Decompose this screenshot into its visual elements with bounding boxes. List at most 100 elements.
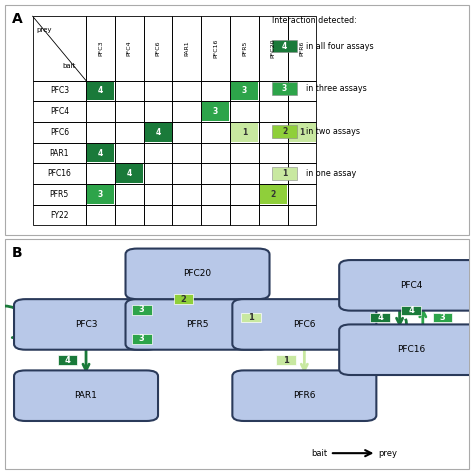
Text: FY22: FY22 xyxy=(50,210,69,219)
Text: 3: 3 xyxy=(213,107,218,116)
Bar xyxy=(288,81,317,101)
Bar xyxy=(33,101,86,122)
FancyBboxPatch shape xyxy=(126,248,270,299)
Bar xyxy=(86,143,115,164)
Bar xyxy=(230,205,259,226)
Bar xyxy=(115,101,144,122)
Bar xyxy=(33,205,86,226)
Bar xyxy=(144,101,173,122)
Bar xyxy=(201,122,230,143)
Bar xyxy=(259,81,288,101)
Bar xyxy=(288,143,317,164)
Text: 4: 4 xyxy=(64,356,70,365)
Text: bait: bait xyxy=(311,449,328,458)
Bar xyxy=(173,101,201,122)
Bar xyxy=(86,16,115,81)
Bar xyxy=(259,16,288,81)
FancyBboxPatch shape xyxy=(232,370,376,421)
Bar xyxy=(272,125,297,137)
Text: bait: bait xyxy=(62,64,76,70)
Bar xyxy=(174,294,193,304)
Text: PFC6: PFC6 xyxy=(293,320,316,329)
Bar xyxy=(231,82,258,100)
Text: B: B xyxy=(12,246,22,260)
Bar xyxy=(86,81,115,101)
Text: 1: 1 xyxy=(300,128,305,137)
Text: 1: 1 xyxy=(282,169,287,178)
Bar xyxy=(173,184,201,205)
Bar xyxy=(173,16,201,81)
Text: 4: 4 xyxy=(155,128,161,137)
Bar xyxy=(33,184,86,205)
FancyBboxPatch shape xyxy=(339,260,474,310)
Bar xyxy=(272,40,297,53)
Text: PFC4: PFC4 xyxy=(400,281,422,290)
Text: in one assay: in one assay xyxy=(306,169,356,178)
Text: PFR6: PFR6 xyxy=(300,41,304,56)
Bar xyxy=(259,164,288,184)
Bar xyxy=(288,205,317,226)
Text: 3: 3 xyxy=(98,190,103,199)
Text: 4: 4 xyxy=(377,313,383,322)
Bar xyxy=(288,16,317,81)
Bar xyxy=(87,82,114,100)
Bar xyxy=(289,123,316,142)
Text: 4: 4 xyxy=(282,42,287,51)
Text: prey: prey xyxy=(379,449,398,458)
Text: in three assays: in three assays xyxy=(306,84,366,93)
Bar xyxy=(144,184,173,205)
Text: 1: 1 xyxy=(248,313,254,322)
Text: PAR1: PAR1 xyxy=(50,148,69,157)
Bar xyxy=(86,205,115,226)
Bar xyxy=(87,185,114,204)
Bar xyxy=(144,143,173,164)
Text: 3: 3 xyxy=(139,305,145,314)
Text: PFC16: PFC16 xyxy=(213,39,218,58)
Bar xyxy=(144,16,173,81)
Bar xyxy=(33,81,86,101)
Bar xyxy=(144,81,173,101)
Bar xyxy=(115,122,144,143)
Text: 4: 4 xyxy=(98,148,103,157)
Text: 4: 4 xyxy=(127,169,132,178)
FancyBboxPatch shape xyxy=(339,324,474,375)
Bar xyxy=(58,355,77,365)
Bar xyxy=(173,205,201,226)
Text: 3: 3 xyxy=(242,86,247,95)
Text: PFC3: PFC3 xyxy=(75,320,97,329)
Text: PFC16: PFC16 xyxy=(47,169,71,178)
Bar xyxy=(370,313,390,322)
Bar xyxy=(86,164,115,184)
Bar xyxy=(259,101,288,122)
Text: 3: 3 xyxy=(139,335,145,343)
Bar xyxy=(201,16,230,81)
Bar xyxy=(201,184,230,205)
Bar xyxy=(33,122,86,143)
Bar xyxy=(33,16,86,81)
Text: PFR6: PFR6 xyxy=(293,391,316,400)
Bar xyxy=(202,102,229,121)
Bar xyxy=(86,122,115,143)
Bar xyxy=(33,164,86,184)
Bar xyxy=(33,143,86,164)
Text: PFR5: PFR5 xyxy=(242,41,247,56)
Text: 1: 1 xyxy=(283,356,289,365)
FancyBboxPatch shape xyxy=(126,299,270,350)
Bar xyxy=(260,185,287,204)
Bar xyxy=(201,205,230,226)
Bar xyxy=(201,101,230,122)
Text: 2: 2 xyxy=(271,190,276,199)
Bar xyxy=(173,143,201,164)
Bar xyxy=(144,205,173,226)
Bar xyxy=(115,164,144,184)
Bar xyxy=(288,101,317,122)
Bar xyxy=(230,184,259,205)
Bar xyxy=(259,122,288,143)
Bar xyxy=(401,306,421,316)
Text: PAR1: PAR1 xyxy=(74,391,98,400)
Bar xyxy=(115,16,144,81)
FancyBboxPatch shape xyxy=(14,370,158,421)
FancyBboxPatch shape xyxy=(232,299,376,350)
Bar xyxy=(230,16,259,81)
Bar xyxy=(201,164,230,184)
